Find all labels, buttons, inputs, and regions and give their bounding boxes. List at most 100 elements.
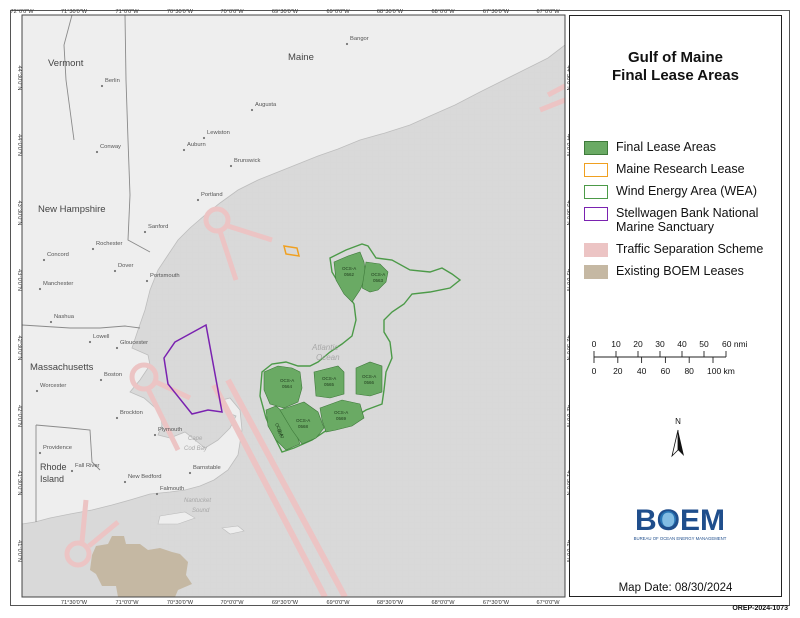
city-label: Dover: [118, 263, 134, 269]
graticule-top-label: 69°0'0"W: [326, 9, 350, 15]
city-dot: [188, 471, 192, 475]
graticule-left-label: 41°30'0"N: [16, 471, 22, 496]
legend-title-line2: Final Lease Areas: [611, 67, 739, 84]
city-dot: [345, 42, 349, 46]
graticule-right-label: 44°30'0"N: [565, 66, 571, 91]
graticule-right-label: 41°0'0"N: [565, 540, 571, 562]
graticule-left-label: 41°0'0"N: [16, 540, 22, 562]
water-label: Nantucket: [184, 498, 211, 504]
lease-label: OCS-A: [280, 378, 294, 383]
city-dot: [100, 84, 104, 88]
legend-item-wind-energy-area: Wind Energy Area (WEA): [584, 184, 784, 202]
scale-nmi-label: 10: [611, 339, 621, 349]
graticule-top-label: 70°30'0"W: [167, 9, 194, 15]
place-labels: Vermont Maine New Hampshire Massachusetts Rh…: [30, 36, 385, 514]
graticule-bottom-label: 70°30'0"W: [167, 600, 194, 606]
land: [22, 15, 565, 525]
city-dot: [38, 451, 42, 455]
city-dot: [143, 230, 147, 234]
lease-area-0569: [319, 399, 365, 433]
boem-logo: BOEM BUREAU OF OCEAN ENERGY MANAGEMENT: [634, 504, 727, 541]
city-label: Plymouth: [158, 427, 182, 433]
legend-panel: Gulf of Maine Final Lease Areas Final Le…: [569, 15, 782, 597]
legend-swatch: [584, 265, 608, 279]
city-dot: [49, 320, 53, 324]
city-dot: [182, 148, 186, 152]
graticule-top-label: 67°30'0"W: [483, 9, 510, 15]
graticule-left-label: 42°0'0"N: [16, 405, 22, 427]
legend-swatch: [584, 207, 608, 221]
legend-label: Maine Research Lease: [616, 162, 745, 176]
scale-km-label: 20: [613, 366, 623, 376]
city-label: Lewiston: [207, 130, 230, 136]
city-dot: [115, 416, 119, 420]
legend-swatch: [584, 243, 608, 257]
legend-label: Existing BOEM Leases: [616, 264, 744, 278]
legend-item-maine-research-lease: Maine Research Lease: [584, 162, 784, 180]
city-label: Gloucester: [120, 340, 148, 346]
city-label: Portland: [201, 192, 223, 198]
city-dot: [115, 346, 119, 350]
graticule-top-label: 68°30'0"W: [377, 9, 404, 15]
graticule-top-label: 71°30'0"W: [61, 9, 88, 15]
scale-bar: 0 10 20 30 40 50 60 nmi 0 20 40 60 80 100 km: [592, 339, 748, 376]
legend-title-line1: Gulf of Maine: [628, 49, 723, 66]
city-dot: [123, 480, 127, 484]
legend-item-traffic-separation-scheme: Traffic Separation Scheme: [584, 242, 784, 260]
city-label: New Bedford: [128, 474, 162, 480]
city-label: Falmouth: [160, 486, 184, 492]
north-label: N: [675, 417, 681, 426]
city-dot: [88, 340, 92, 344]
city-dot: [153, 433, 157, 437]
city-label: Lowell: [93, 334, 109, 340]
state-label: New Hampshire: [38, 204, 106, 215]
state-borders: [22, 15, 151, 522]
city-dot: [155, 492, 159, 496]
city-dot: [35, 389, 39, 393]
graticule-bottom-label: 70°0'0"W: [220, 600, 244, 606]
water-label: Sound: [192, 508, 210, 514]
state-label: Island: [40, 474, 64, 484]
city-dot: [113, 269, 117, 273]
lease-area-0568: [279, 401, 325, 445]
city-label: Augusta: [255, 102, 277, 108]
legend-swatch: [584, 163, 608, 177]
graticule-top-label: 70°0'0"W: [220, 9, 244, 15]
graticule-right-label: 44°0'0"N: [565, 134, 571, 156]
state-label: Maine: [288, 52, 314, 63]
city-dot: [229, 164, 233, 168]
graticule-bottom-label: 69°0'0"W: [326, 600, 350, 606]
lease-label: OCS-A: [342, 266, 356, 271]
city-label: Rochester: [96, 241, 122, 247]
nantucket: [221, 525, 245, 535]
city-label: Sanford: [148, 224, 168, 230]
lease-label: 0569: [336, 416, 347, 421]
martha-vineyard: [157, 511, 196, 525]
graticule-bottom-label: 68°30'0"W: [377, 600, 404, 606]
state-label: Rhode: [40, 462, 67, 472]
legend-label: Final Lease Areas: [616, 140, 717, 154]
water-label: Cod Bay: [184, 446, 208, 452]
lease-label: 0562: [344, 272, 355, 277]
lease-label: 0564: [282, 384, 293, 389]
graticule-bottom-label: 71°30'0"W: [61, 600, 88, 606]
graticule-bottom-label: 68°0'0"W: [431, 600, 455, 606]
city-label: Boston: [104, 372, 122, 378]
graticule-top-label: 69°30'0"W: [272, 9, 299, 15]
scale-nmi-label: 40: [677, 339, 687, 349]
city-label: Concord: [47, 252, 69, 258]
legend-item-stellwagen-bank: Stellwagen Bank National Marine Sanctuar…: [584, 206, 784, 238]
lease-label: OCS-A: [274, 422, 285, 437]
scale-nmi: 0 10 20 30 40 50 60 nmi: [592, 339, 748, 357]
legend-item-final-lease-areas: Final Lease Areas: [584, 140, 784, 158]
graticule-left-label: 43°0'0"N: [16, 269, 22, 291]
lease-label: 0566: [364, 380, 375, 385]
lease-area-0565: [313, 365, 345, 399]
lease-label: 0565: [324, 382, 335, 387]
report-id: OREP-2024-1073: [732, 605, 788, 612]
existing-boem-leases: [90, 536, 192, 597]
graticule-top-label: 68°0'0"W: [431, 9, 455, 15]
water-label: Ocean: [316, 353, 340, 362]
city-label: Fall River: [75, 463, 100, 469]
